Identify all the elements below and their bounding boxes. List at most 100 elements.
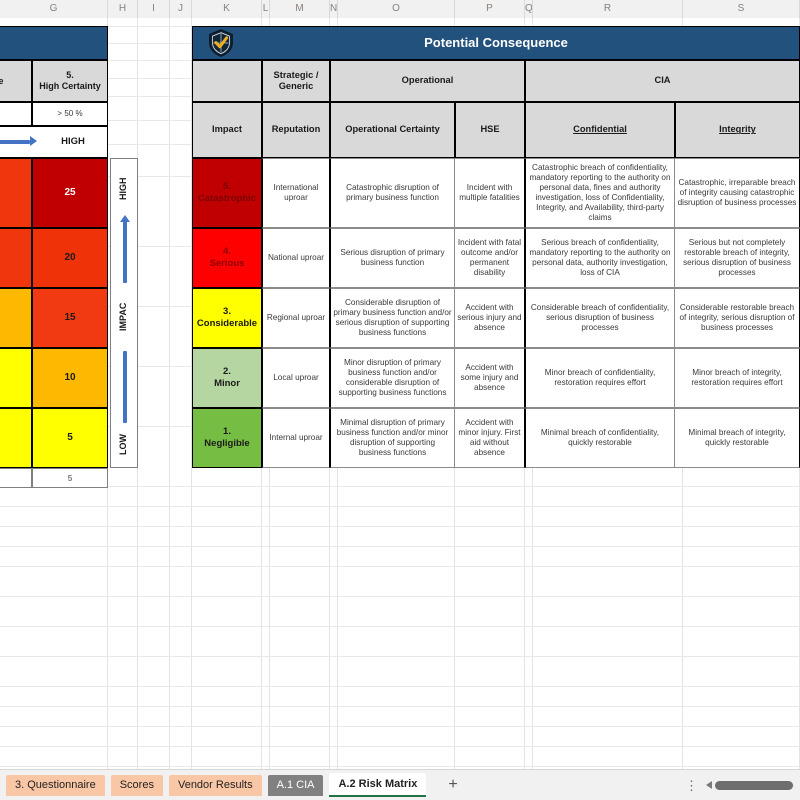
group-header-strategic-generic: Strategic / Generic (262, 60, 330, 102)
gridline-horizontal (0, 486, 800, 487)
matrix-pct-partial: % (0, 102, 32, 126)
column-header-l[interactable]: L (262, 0, 270, 18)
add-sheet-button[interactable]: + (448, 776, 458, 793)
integrity-cell-5: Catastrophic, irreparable breach of inte… (675, 158, 800, 228)
sheet-tab-bar: 3. Questionnaire Scores Vendor Results A.1 … (0, 769, 800, 800)
axis-arrow-down (123, 351, 127, 423)
column-header-k[interactable]: K (192, 0, 262, 18)
scrollbar-track[interactable] (715, 780, 794, 790)
integrity-cell-2: Minor breach of integrity, restoration r… (675, 348, 800, 408)
column-header-reputation: Reputation (262, 102, 330, 158)
confidential-cell-5: Catastrophic breach of confidentiality, … (525, 158, 675, 228)
matrix-footer-partial (0, 468, 32, 488)
impact-cell-3: 3. Considerable (192, 288, 262, 348)
gridline-horizontal (0, 566, 800, 567)
table-title-band: Potential Consequence (192, 26, 800, 60)
band-arrow (0, 140, 30, 144)
column-header-p[interactable]: P (455, 0, 525, 18)
sheet-tab-3-questionnaire[interactable]: 3. Questionnaire (6, 774, 105, 796)
matrix-footer-value: 5 (32, 468, 108, 488)
column-header-n[interactable]: N (330, 0, 338, 18)
confidential-cell-3: Considerable breach of confidentiality, … (525, 288, 675, 348)
gridline-horizontal (0, 706, 800, 707)
axis-label-low: LOW (118, 434, 128, 456)
column-header-i[interactable]: I (138, 0, 170, 18)
hse-cell-1: Accident with minor injury. First aid wi… (455, 408, 525, 468)
hse-cell-4: Incident with fatal outcome and/or perma… (455, 228, 525, 288)
column-header-hse: HSE (455, 102, 525, 158)
column-header-impact: Impact (192, 102, 262, 158)
reputation-cell-3: Regional uproar (262, 288, 330, 348)
sheet-tab-a-2-risk-matrix[interactable]: A.2 Risk Matrix (329, 773, 427, 797)
column-header-j[interactable]: J (170, 0, 192, 18)
column-header-s[interactable]: S (683, 0, 800, 18)
matrix-band-label: HIGH (61, 136, 85, 148)
more-options-icon[interactable]: ⋮ (685, 777, 698, 793)
gridline-vertical (191, 18, 192, 770)
column-header-g[interactable]: G (0, 0, 108, 18)
table-title: Potential Consequence (424, 35, 568, 51)
sheet-tab-a-1-cia[interactable]: A.1 CIA (267, 774, 324, 796)
impact-cell-1: 1. Negligible (192, 408, 262, 468)
column-header-integrity: Integrity (675, 102, 800, 158)
gridline-vertical (169, 18, 170, 770)
matrix-score-cell-10: 10 (32, 348, 108, 408)
matrix-score-cell-15: 15 (32, 288, 108, 348)
gridline-horizontal (0, 526, 800, 527)
integrity-cell-3: Considerable restorable breach of integr… (675, 288, 800, 348)
confidential-cell-1: Minimal breach of confidentiality, quick… (525, 408, 675, 468)
group-header-operational: Operational (330, 60, 525, 102)
horizontal-scrollbar[interactable] (706, 779, 794, 791)
scrollbar-thumb[interactable] (715, 780, 793, 790)
matrix-pct-high: > 50 % (32, 102, 108, 126)
column-header-r[interactable]: R (533, 0, 683, 18)
gridline-horizontal (0, 766, 800, 767)
column-header-h[interactable]: H (108, 0, 138, 18)
integrity-cell-1: Minimal breach of integrity, quickly res… (675, 408, 800, 468)
matrix-header-high-certainty: 5. High Certainty (32, 60, 108, 102)
gridline-horizontal (0, 726, 800, 727)
column-header-o[interactable]: O (338, 0, 455, 18)
shield-check-icon (206, 28, 236, 58)
matrix-score-cell-25: 25 (32, 158, 108, 228)
reputation-cell-2: Local uproar (262, 348, 330, 408)
hse-cell-5: Incident with multiple fatalities (455, 158, 525, 228)
gridline-horizontal (0, 626, 800, 627)
matrix-cell-partial-2 (0, 288, 32, 348)
reputation-cell-4: National uproar (262, 228, 330, 288)
gridline-horizontal (0, 596, 800, 597)
reputation-cell-1: Internal uproar (262, 408, 330, 468)
impact-cell-4: 4. Serious (192, 228, 262, 288)
matrix-title-band (0, 26, 108, 60)
reputation-cell-5: International uproar (262, 158, 330, 228)
impact-axis-strip: HIGH IMPAC LOW (110, 158, 138, 468)
integrity-cell-4: Serious but not completely restorable br… (675, 228, 800, 288)
gridline-horizontal (0, 686, 800, 687)
op-certainty-cell-3: Considerable disruption of primary busin… (330, 288, 455, 348)
axis-arrow-up (123, 221, 127, 283)
gridline-horizontal (0, 656, 800, 657)
op-certainty-cell-5: Catastrophic disruption of primary busin… (330, 158, 455, 228)
axis-arrow-up-head (120, 215, 130, 222)
impact-cell-2: 2. Minor (192, 348, 262, 408)
matrix-header-partial: ...le (0, 60, 32, 102)
axis-label-impact: IMPAC (118, 302, 128, 332)
column-header-m[interactable]: M (270, 0, 330, 18)
matrix-cell-partial-4 (0, 408, 32, 468)
gridline-horizontal (0, 506, 800, 507)
band-arrow-head (30, 136, 37, 146)
column-header-confidential: Confidential (525, 102, 675, 158)
column-header-q[interactable]: Q (525, 0, 533, 18)
impact-cell-5: 5. Catastrophic (192, 158, 262, 228)
sheet-tab-vendor-results[interactable]: Vendor Results (168, 774, 262, 796)
confidential-cell-4: Serious breach of confidentiality, manda… (525, 228, 675, 288)
matrix-score-cell-20: 20 (32, 228, 108, 288)
column-header-op-certainty: Operational Certainty (330, 102, 455, 158)
scroll-left-icon[interactable] (706, 781, 712, 789)
group-header-cia: CIA (525, 60, 800, 102)
matrix-score-cell-5: 5 (32, 408, 108, 468)
sheet-tab-scores[interactable]: Scores (110, 774, 163, 796)
matrix-cell-partial-3 (0, 348, 32, 408)
